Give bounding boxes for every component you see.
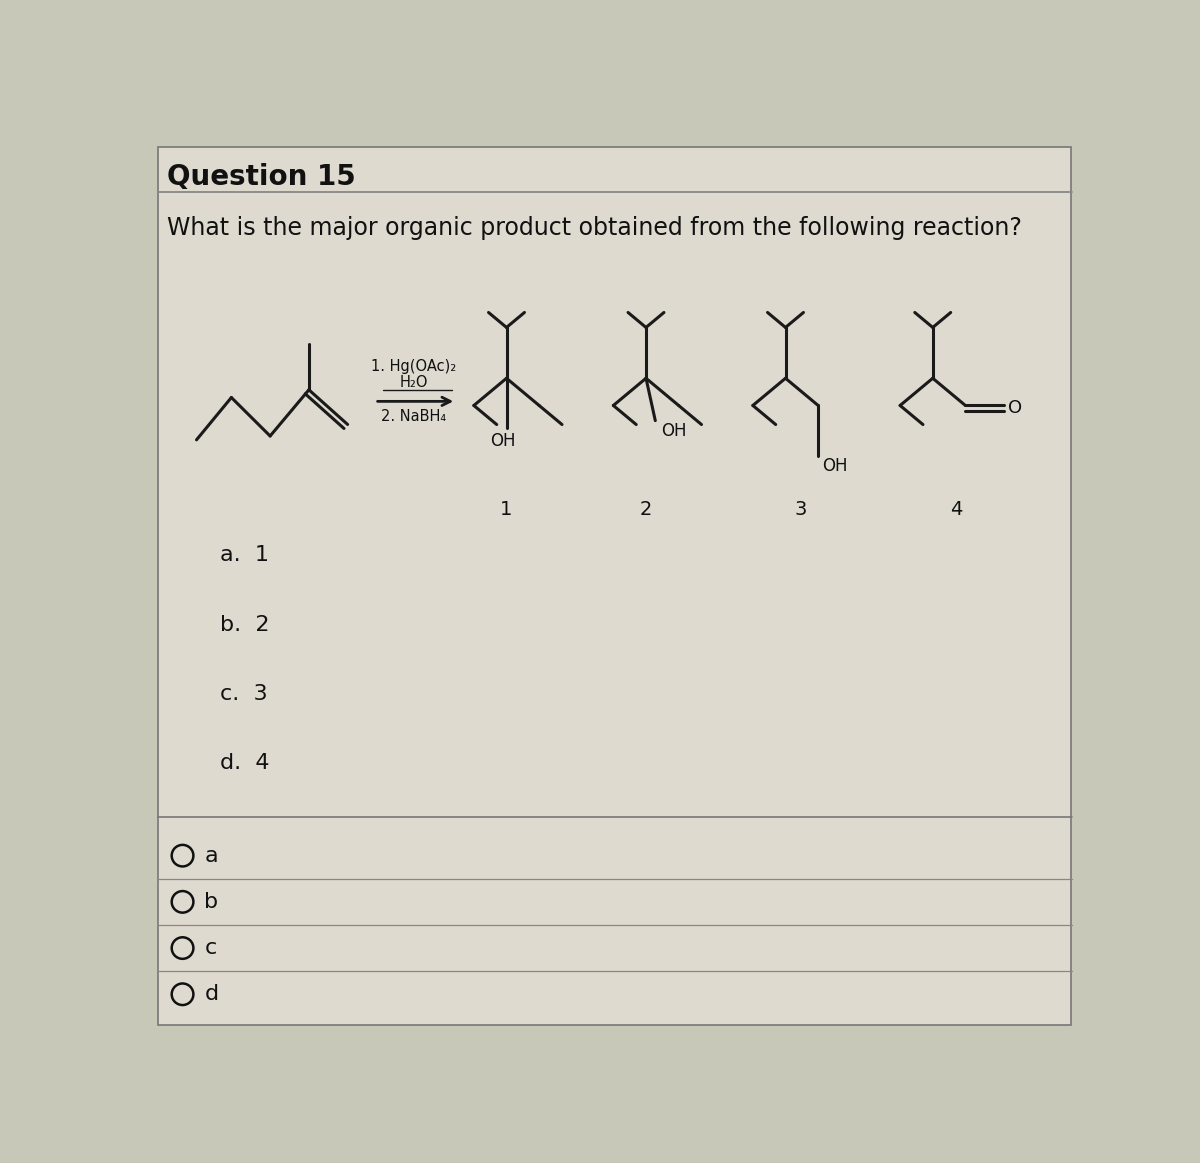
Text: H₂O: H₂O [400, 374, 427, 390]
FancyBboxPatch shape [157, 148, 1070, 1025]
Text: a: a [204, 846, 218, 865]
Text: O: O [1008, 399, 1022, 416]
Text: b: b [204, 892, 218, 912]
Text: 4: 4 [950, 500, 962, 519]
Text: b.  2: b. 2 [220, 615, 269, 635]
Text: 2: 2 [640, 500, 652, 519]
Text: OH: OH [490, 433, 515, 450]
Text: a.  1: a. 1 [220, 545, 269, 565]
Text: 2. NaBH₄: 2. NaBH₄ [380, 409, 446, 424]
Text: OH: OH [661, 422, 686, 440]
Text: Question 15: Question 15 [167, 163, 356, 191]
Text: 1. Hg(OAc)₂: 1. Hg(OAc)₂ [371, 359, 456, 374]
Text: c.  3: c. 3 [220, 684, 268, 704]
Text: d: d [204, 984, 218, 1005]
Text: What is the major organic product obtained from the following reaction?: What is the major organic product obtain… [167, 216, 1022, 240]
Text: OH: OH [822, 457, 847, 475]
Text: 3: 3 [794, 500, 808, 519]
Text: c: c [204, 939, 216, 958]
Text: d.  4: d. 4 [220, 754, 269, 773]
Text: 1: 1 [500, 500, 512, 519]
